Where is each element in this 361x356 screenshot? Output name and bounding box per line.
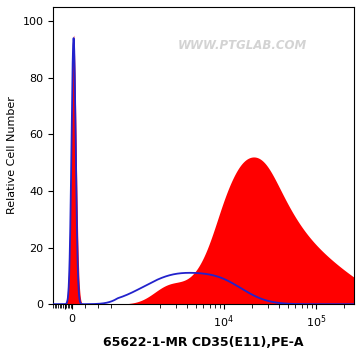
Text: WWW.PTGLAB.COM: WWW.PTGLAB.COM bbox=[178, 39, 307, 52]
X-axis label: 65622-1-MR CD35(E11),PE-A: 65622-1-MR CD35(E11),PE-A bbox=[103, 336, 304, 349]
Y-axis label: Relative Cell Number: Relative Cell Number bbox=[7, 96, 17, 215]
